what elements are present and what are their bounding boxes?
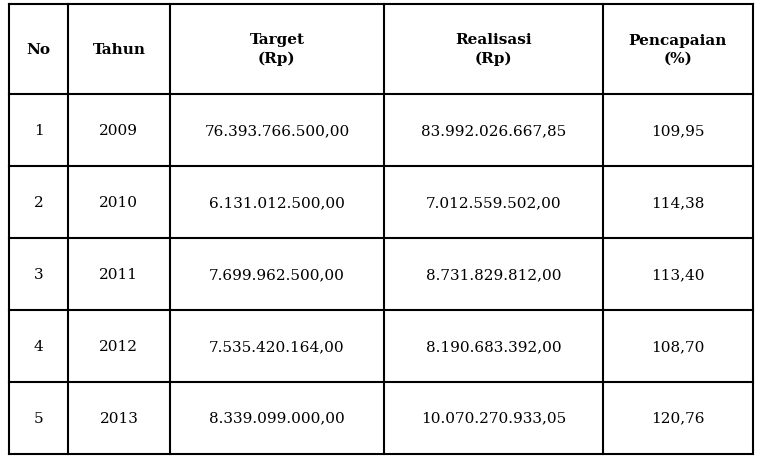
Text: 2: 2 <box>34 195 43 210</box>
Text: 6.131.012.500,00: 6.131.012.500,00 <box>209 195 345 210</box>
Text: No: No <box>27 43 51 57</box>
Text: 8.731.829.812,00: 8.731.829.812,00 <box>426 267 562 282</box>
Text: 1: 1 <box>34 124 43 138</box>
Text: 2012: 2012 <box>99 339 139 353</box>
Text: 114,38: 114,38 <box>652 195 705 210</box>
Text: Pencapaian
(%): Pencapaian (%) <box>629 34 727 66</box>
Text: 2010: 2010 <box>99 195 139 210</box>
Text: 113,40: 113,40 <box>652 267 705 282</box>
Text: 120,76: 120,76 <box>652 411 705 425</box>
Text: Realisasi
(Rp): Realisasi (Rp) <box>456 33 532 66</box>
Text: 7.535.420.164,00: 7.535.420.164,00 <box>209 339 344 353</box>
Text: 83.992.026.667,85: 83.992.026.667,85 <box>421 124 566 138</box>
Text: 2009: 2009 <box>99 124 139 138</box>
Text: 2013: 2013 <box>100 411 139 425</box>
Text: 3: 3 <box>34 267 43 282</box>
Text: 7.012.559.502,00: 7.012.559.502,00 <box>426 195 562 210</box>
Text: 4: 4 <box>34 339 43 353</box>
Text: 109,95: 109,95 <box>652 124 705 138</box>
Text: 10.070.270.933,05: 10.070.270.933,05 <box>421 411 566 425</box>
Text: 7.699.962.500,00: 7.699.962.500,00 <box>209 267 345 282</box>
Text: 5: 5 <box>34 411 43 425</box>
Text: 2011: 2011 <box>99 267 139 282</box>
Text: 8.190.683.392,00: 8.190.683.392,00 <box>426 339 562 353</box>
Text: Target
(Rp): Target (Rp) <box>249 33 304 66</box>
Text: 76.393.766.500,00: 76.393.766.500,00 <box>204 124 350 138</box>
Text: 108,70: 108,70 <box>652 339 705 353</box>
Text: 8.339.099.000,00: 8.339.099.000,00 <box>209 411 344 425</box>
Text: Tahun: Tahun <box>92 43 146 57</box>
